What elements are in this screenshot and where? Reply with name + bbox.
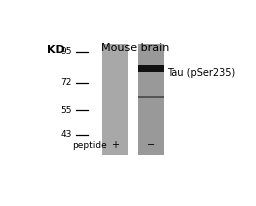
Text: +: + xyxy=(111,140,119,150)
Text: KD: KD xyxy=(47,45,65,55)
Bar xyxy=(102,44,128,155)
Text: 55: 55 xyxy=(60,106,72,115)
Text: peptide: peptide xyxy=(72,141,106,150)
Text: 72: 72 xyxy=(60,78,72,87)
Bar xyxy=(138,65,164,71)
Text: −: − xyxy=(147,140,155,150)
Text: 43: 43 xyxy=(60,130,72,139)
Bar xyxy=(138,96,164,98)
Text: 95: 95 xyxy=(60,47,72,56)
Bar xyxy=(138,44,164,155)
Text: Tau (pSer235): Tau (pSer235) xyxy=(167,68,235,78)
Text: Mouse brain: Mouse brain xyxy=(101,43,169,53)
